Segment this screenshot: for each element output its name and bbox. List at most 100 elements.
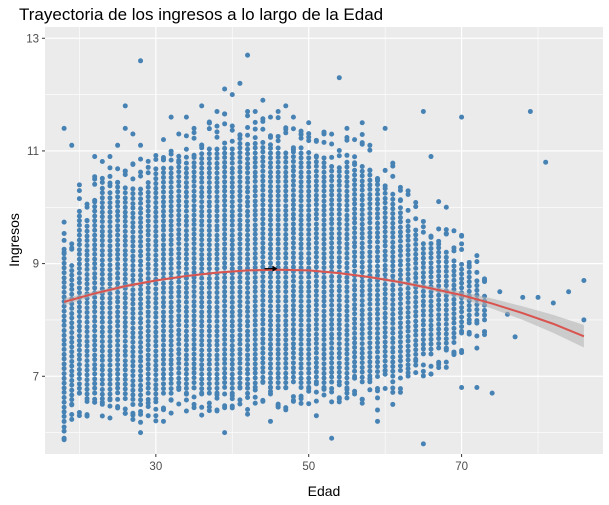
data-point: [206, 342, 212, 348]
data-point: [168, 333, 174, 339]
data-point: [107, 319, 113, 325]
data-point: [382, 300, 388, 306]
data-point: [344, 236, 350, 242]
data-point: [298, 393, 304, 399]
data-point: [413, 309, 419, 315]
data-point: [474, 345, 480, 351]
data-point: [214, 266, 220, 272]
data-point: [443, 259, 449, 265]
data-point: [160, 237, 166, 243]
data-point: [107, 362, 113, 368]
data-point: [183, 323, 189, 329]
data-point: [199, 237, 205, 243]
data-point: [306, 312, 312, 318]
data-point: [344, 265, 350, 271]
data-point: [237, 360, 243, 366]
data-point: [275, 184, 281, 190]
data-point: [321, 303, 327, 309]
data-point: [321, 260, 327, 266]
data-point: [382, 190, 388, 196]
data-point: [306, 155, 312, 161]
data-point: [191, 327, 197, 333]
data-point: [122, 238, 128, 244]
data-point: [367, 234, 373, 240]
data-point: [260, 326, 266, 332]
data-point: [397, 258, 403, 264]
data-point: [168, 366, 174, 372]
data-point: [267, 179, 273, 185]
data-point: [206, 366, 212, 372]
data-point: [183, 261, 189, 267]
data-point: [428, 250, 434, 256]
data-point: [214, 356, 220, 362]
data-point: [153, 157, 159, 163]
data-point: [84, 248, 90, 254]
y-tick-label: 7: [33, 371, 39, 383]
data-point: [76, 242, 82, 248]
data-point: [138, 387, 144, 393]
data-point: [420, 288, 426, 294]
data-point: [206, 357, 212, 363]
data-point: [267, 270, 273, 276]
data-point: [413, 216, 419, 222]
data-point: [413, 370, 419, 376]
data-point: [153, 185, 159, 191]
data-point: [359, 192, 365, 198]
data-point: [76, 323, 82, 329]
data-point: [138, 219, 144, 225]
data-point: [138, 377, 144, 383]
data-point: [359, 245, 365, 251]
data-point: [115, 203, 121, 209]
data-point: [375, 282, 381, 288]
data-point: [520, 294, 526, 300]
data-point: [397, 262, 403, 268]
data-point: [275, 375, 281, 381]
data-point: [298, 160, 304, 166]
data-point: [313, 226, 319, 232]
data-point: [214, 380, 220, 386]
data-point: [199, 337, 205, 343]
data-point: [229, 151, 235, 157]
data-point: [237, 279, 243, 285]
data-point: [436, 245, 442, 251]
data-point: [176, 164, 182, 170]
data-point: [321, 274, 327, 280]
data-point: [451, 296, 457, 302]
data-point: [183, 333, 189, 339]
data-point: [405, 188, 411, 194]
data-point: [260, 245, 266, 251]
data-point: [252, 279, 258, 285]
data-point: [252, 313, 258, 318]
data-point: [267, 231, 273, 237]
data-point: [99, 224, 105, 230]
data-point: [115, 261, 121, 267]
data-point: [199, 323, 205, 329]
data-point: [306, 366, 312, 372]
data-point: [138, 224, 144, 230]
data-point: [183, 189, 189, 195]
data-point: [115, 309, 121, 315]
data-point: [138, 277, 144, 283]
data-point: [92, 323, 98, 329]
data-point: [191, 231, 197, 237]
data-point: [298, 265, 304, 271]
data-point: [99, 218, 105, 224]
data-point: [321, 337, 327, 343]
data-point: [413, 270, 419, 276]
data-point: [115, 381, 121, 387]
data-point: [252, 109, 258, 114]
data-point: [321, 164, 327, 170]
data-point: [107, 267, 113, 273]
data-point: [199, 189, 205, 195]
data-point: [245, 381, 251, 387]
data-point: [336, 187, 342, 193]
data-point: [191, 284, 197, 290]
data-point: [222, 289, 228, 295]
data-point: [344, 341, 350, 347]
data-point: [313, 340, 319, 346]
data-point: [160, 361, 166, 367]
data-point: [153, 181, 159, 187]
data-point: [451, 311, 457, 317]
data-point: [122, 103, 128, 109]
data-point: [176, 289, 182, 295]
